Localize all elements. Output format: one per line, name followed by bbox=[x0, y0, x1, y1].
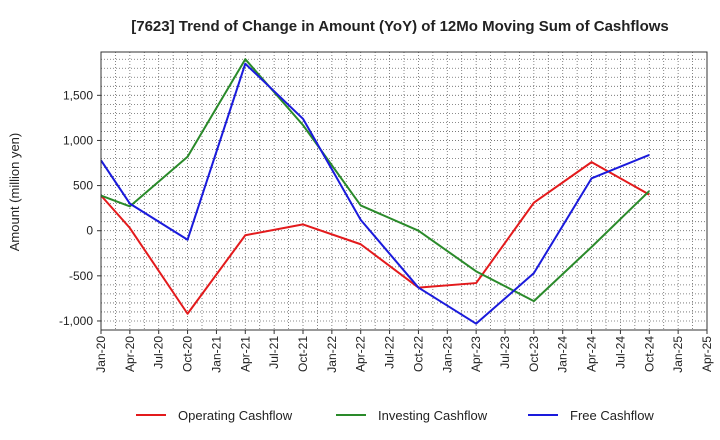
x-tick-label: Oct-20 bbox=[181, 336, 195, 372]
legend-label: Free Cashflow bbox=[570, 408, 654, 423]
x-axis: Jan-20 Apr-20 Jul-20 Oct-20 Jan-21 Apr-21 Jul-… bbox=[94, 330, 714, 373]
x-tick-label: Apr-22 bbox=[354, 336, 368, 372]
x-tick-label: Jan-20 bbox=[94, 336, 108, 373]
x-tick-label: Jan-24 bbox=[556, 336, 570, 373]
legend-label: Operating Cashflow bbox=[178, 408, 293, 423]
series-line-investing-cashflow bbox=[100, 58, 650, 303]
x-tick-label: Jan-25 bbox=[671, 336, 685, 373]
x-tick-label: Oct-23 bbox=[527, 336, 541, 372]
x-tick-label: Jul-23 bbox=[498, 336, 512, 369]
series-lines bbox=[100, 58, 650, 325]
x-tick-label: Apr-23 bbox=[469, 336, 483, 372]
x-tick-label: Oct-21 bbox=[296, 336, 310, 372]
grid bbox=[101, 52, 707, 330]
x-tick-label: Jan-23 bbox=[440, 336, 454, 373]
plot-frame bbox=[100, 51, 708, 331]
x-tick-label: Apr-24 bbox=[585, 336, 599, 372]
y-tick-label: 1,000 bbox=[63, 133, 93, 147]
series-line-free-cashflow bbox=[100, 62, 650, 325]
x-tick-label: Apr-21 bbox=[238, 336, 252, 372]
x-tick-label: Apr-20 bbox=[123, 336, 137, 372]
x-tick-label: Jul-21 bbox=[267, 336, 281, 369]
y-tick-label: -500 bbox=[69, 269, 93, 283]
legend-label: Investing Cashflow bbox=[378, 408, 488, 423]
x-tick-label: Jul-20 bbox=[152, 336, 166, 369]
chart-title: [7623] Trend of Change in Amount (YoY) o… bbox=[131, 18, 669, 35]
x-tick-label: Oct-24 bbox=[642, 336, 656, 372]
y-tick-label: 1,500 bbox=[63, 88, 93, 102]
y-axis-title: Amount (million yen) bbox=[7, 133, 22, 252]
x-tick-label: Apr-25 bbox=[700, 336, 714, 372]
y-tick-label: 0 bbox=[86, 224, 93, 238]
y-tick-label: 500 bbox=[73, 179, 93, 193]
x-tick-label: Jan-22 bbox=[325, 336, 339, 373]
x-tick-label: Jan-21 bbox=[209, 336, 223, 373]
y-axis: 1,500 1,000 500 0 -500 -1,000 bbox=[59, 88, 101, 328]
series-line-operating-cashflow bbox=[100, 161, 650, 315]
x-tick-label: Oct-22 bbox=[411, 336, 425, 372]
y-tick-label: -1,000 bbox=[59, 314, 93, 328]
x-tick-label: Jul-24 bbox=[613, 336, 627, 369]
legend: Operating Cashflow Investing Cashflow Free… bbox=[136, 408, 654, 423]
x-tick-label: Jul-22 bbox=[383, 336, 397, 369]
